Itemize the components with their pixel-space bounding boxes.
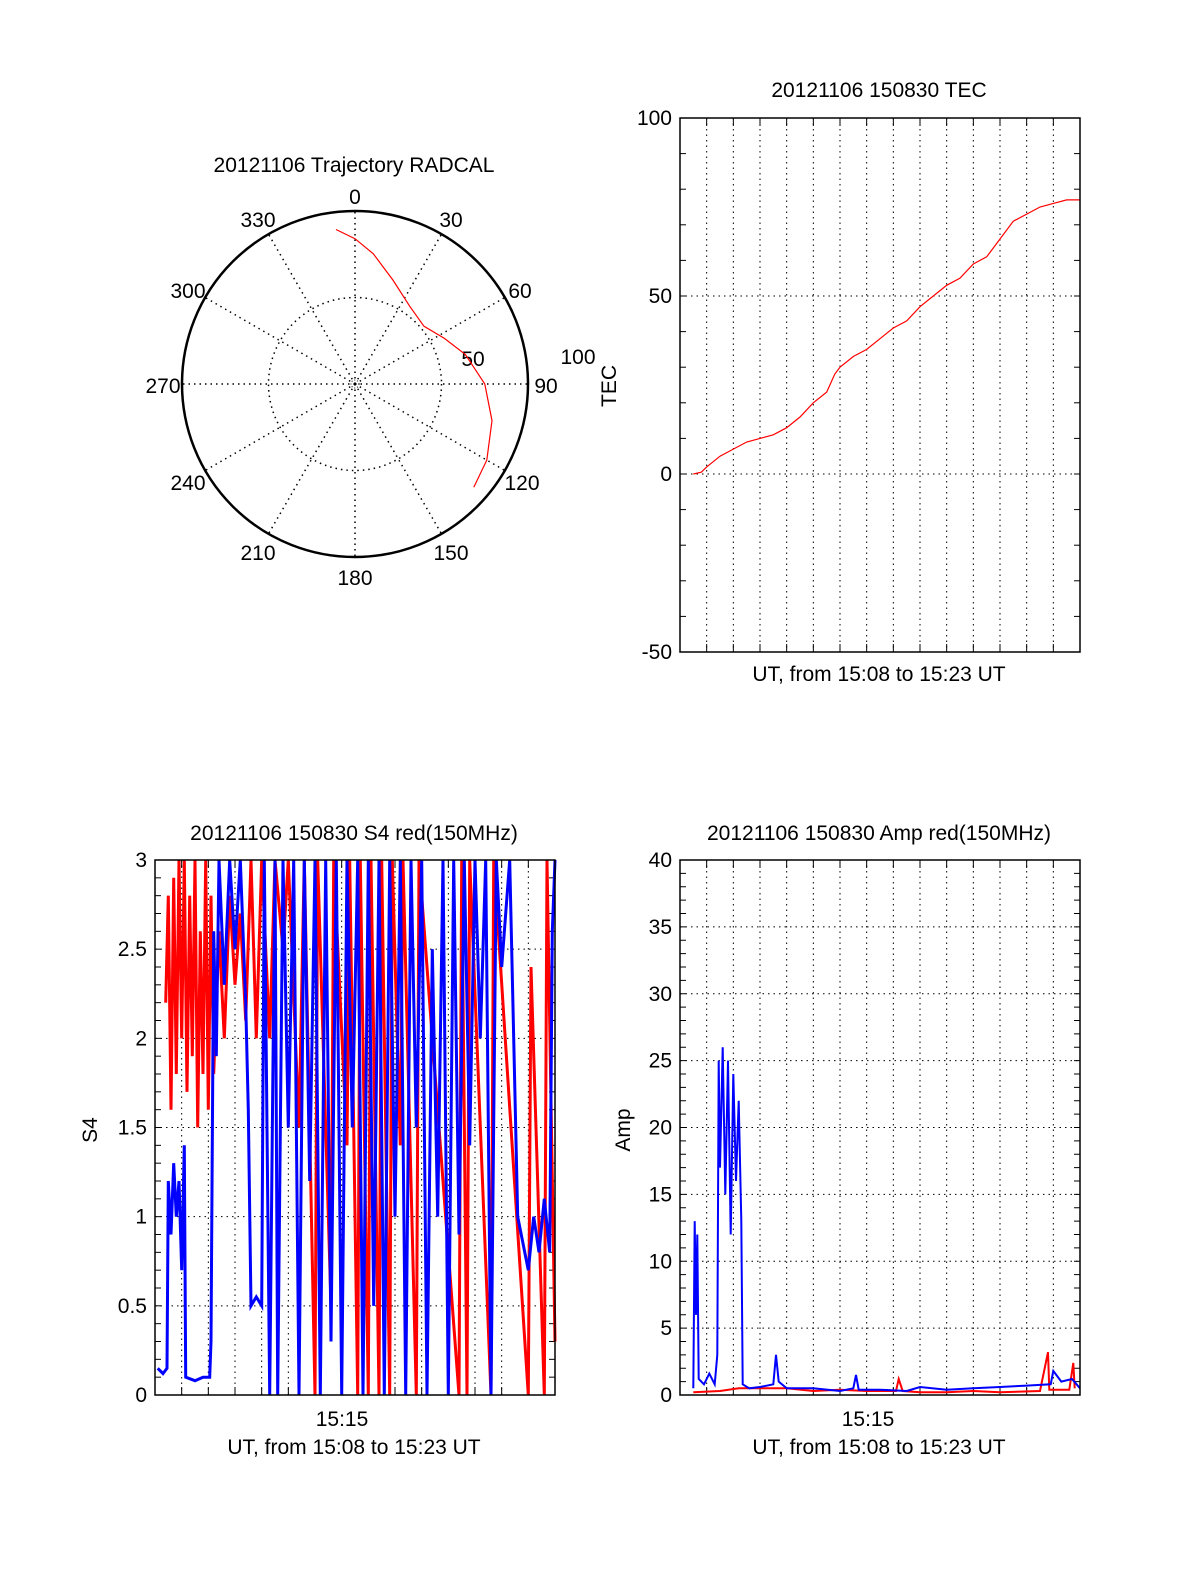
tec-title: 20121106 150830 TEC [771, 79, 986, 102]
polar-trajectory-line [335, 228, 493, 488]
polar-angle-label: 330 [240, 209, 275, 232]
amp-ytick-label: 20 [649, 1117, 672, 1140]
polar-radial-label: 50 [461, 348, 484, 371]
amp-ytick-label: 15 [649, 1183, 672, 1206]
polar-spoke [267, 383, 356, 535]
tec-xlabel: UT, from 15:08 to 15:23 UT [752, 663, 1005, 686]
amp-xtick-label: 15:15 [842, 1408, 895, 1431]
polar-angle-label: 30 [439, 209, 462, 232]
amp-ytick-label: 10 [649, 1250, 672, 1273]
amp-chart: 20121106 150830 Amp red(150MHz) 15:15 UT… [612, 822, 1081, 1459]
polar-spoke [267, 233, 356, 385]
tec-ytick-label: -50 [642, 641, 672, 664]
polar-angle-label: 270 [145, 375, 180, 398]
polar-trajectory-chart: 20121106 Trajectory RADCAL 0 30 60 90 120 150… [145, 154, 595, 590]
amp-ylabel: Amp [612, 1108, 635, 1151]
amp-ytick-label: 35 [649, 916, 672, 939]
polar-angle-label: 150 [433, 542, 468, 565]
s4-xlabel: UT, from 15:08 to 15:23 UT [227, 1436, 480, 1459]
polar-spoke [354, 233, 443, 385]
s4-ytick-label: 2 [135, 1027, 147, 1050]
polar-angle-label: 210 [240, 542, 275, 565]
s4-chart: 20121106 150830 S4 red(150MHz) 15:15 UT,… [79, 822, 557, 1459]
polar-outer-circle [180, 209, 530, 559]
polar-title: 20121106 Trajectory RADCAL [214, 154, 495, 177]
s4-ytick-label: 0.5 [118, 1295, 147, 1318]
amp-series-blue [692, 1047, 1081, 1393]
amp-ytick-label: 25 [649, 1050, 672, 1073]
amp-plot-frame [679, 859, 1081, 1396]
polar-grid-circle-50 [267, 296, 443, 472]
polar-angle-label: 0 [349, 186, 361, 209]
s4-xtick-label: 15:15 [316, 1408, 369, 1431]
polar-center-circle [350, 379, 360, 389]
amp-title: 20121106 150830 Amp red(150MHz) [707, 822, 1051, 845]
s4-ytick-label: 3 [135, 849, 147, 872]
tec-plot-frame [679, 117, 1081, 653]
s4-ytick-label: 1 [135, 1206, 147, 1229]
tec-ytick-label: 100 [637, 107, 672, 130]
s4-ytick-label: 0 [135, 1384, 147, 1407]
polar-spoke [204, 383, 356, 472]
polar-angle-label: 180 [337, 567, 372, 590]
polar-angle-label: 90 [534, 375, 557, 398]
polar-spoke [204, 296, 356, 385]
polar-angle-label: 60 [508, 280, 531, 303]
tec-ylabel: TEC [598, 365, 621, 407]
tec-series-TEC [693, 199, 1080, 475]
s4-plot-frame [154, 859, 556, 1396]
polar-spoke [354, 296, 506, 385]
polar-radial-label: 100 [560, 346, 595, 369]
polar-angle-label: 240 [170, 472, 205, 495]
polar-angle-label: 300 [170, 280, 205, 303]
amp-ytick-label: 5 [660, 1317, 672, 1340]
amp-xlabel: UT, from 15:08 to 15:23 UT [752, 1436, 1005, 1459]
s4-ytick-label: 2.5 [118, 938, 147, 961]
polar-spoke [354, 383, 443, 535]
tec-chart: 20121106 150830 TEC UT, from 15:08 to 15… [598, 79, 1081, 686]
s4-ylabel: S4 [79, 1117, 102, 1143]
s4-ytick-label: 1.5 [118, 1117, 147, 1140]
amp-ytick-label: 0 [660, 1384, 672, 1407]
s4-title: 20121106 150830 S4 red(150MHz) [190, 822, 518, 845]
tec-ytick-label: 50 [649, 285, 672, 308]
amp-ytick-label: 30 [649, 983, 672, 1006]
amp-ytick-label: 40 [649, 849, 672, 872]
polar-angle-label: 120 [504, 472, 539, 495]
polar-spoke [354, 383, 506, 472]
tec-ytick-label: 0 [660, 463, 672, 486]
